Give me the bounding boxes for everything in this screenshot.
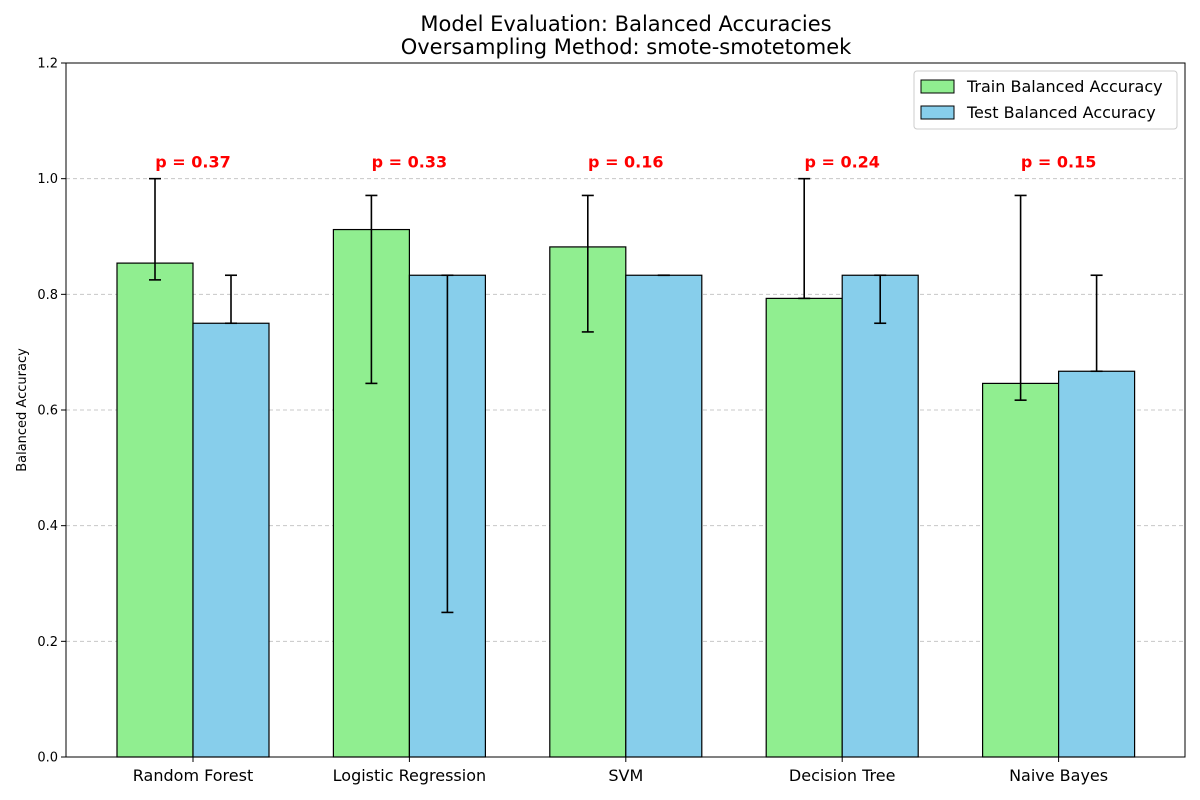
bar-test-0 bbox=[192, 322, 270, 758]
legend: Train Balanced Accuracy Test Balanced Acc… bbox=[913, 70, 1178, 130]
y-axis-label: Balanced Accuracy bbox=[15, 348, 30, 472]
legend-swatch bbox=[920, 79, 955, 94]
y-tick-label: 0.0 bbox=[37, 751, 58, 766]
y-tick-label: 0.2 bbox=[37, 635, 58, 650]
bar-train-4 bbox=[981, 382, 1060, 758]
bar-train-3 bbox=[765, 297, 843, 758]
bar-test-3 bbox=[841, 274, 919, 758]
bars bbox=[116, 228, 1136, 758]
x-tick-label: Logistic Regression bbox=[333, 766, 486, 785]
bar-train-0 bbox=[116, 262, 194, 758]
y-tick-label: 1.0 bbox=[37, 172, 58, 187]
y-tick-label: 0.8 bbox=[37, 288, 58, 303]
legend-label: Train Balanced Accuracy bbox=[966, 77, 1163, 96]
bar-test-4 bbox=[1057, 370, 1136, 758]
error-bars bbox=[149, 177, 1103, 614]
legend-swatch bbox=[920, 105, 955, 120]
x-axis-ticks: Random Forest Logistic Regression SVM Decis… bbox=[133, 757, 1108, 785]
p-value-label: p = 0.16 bbox=[588, 152, 663, 171]
legend-box bbox=[913, 70, 1178, 130]
y-tick-label: 1.2 bbox=[37, 57, 58, 72]
x-tick-label: Naive Bayes bbox=[1009, 766, 1108, 785]
p-value-label: p = 0.33 bbox=[372, 152, 447, 171]
p-value-label: p = 0.37 bbox=[155, 152, 230, 171]
y-tick-label: 0.4 bbox=[37, 519, 58, 534]
legend-label: Test Balanced Accuracy bbox=[966, 103, 1156, 122]
x-tick-label: Decision Tree bbox=[789, 766, 896, 785]
y-axis-ticks: 0.0 0.2 0.4 0.6 0.8 1.0 1.2 bbox=[37, 57, 66, 766]
x-tick-label: Random Forest bbox=[133, 766, 253, 785]
x-tick-label: SVM bbox=[608, 766, 643, 785]
p-value-label: p = 0.24 bbox=[804, 152, 879, 171]
chart-subtitle: Oversampling Method: smote-smotetomek bbox=[401, 35, 852, 59]
bar-test-2 bbox=[625, 274, 703, 758]
p-value-annotations: p = 0.37 p = 0.33 p = 0.16 p = 0.24 p = 0.15 bbox=[155, 152, 1096, 171]
chart-title: Model Evaluation: Balanced Accuracies bbox=[420, 12, 831, 36]
y-tick-label: 0.6 bbox=[37, 404, 58, 419]
p-value-label: p = 0.15 bbox=[1021, 152, 1096, 171]
